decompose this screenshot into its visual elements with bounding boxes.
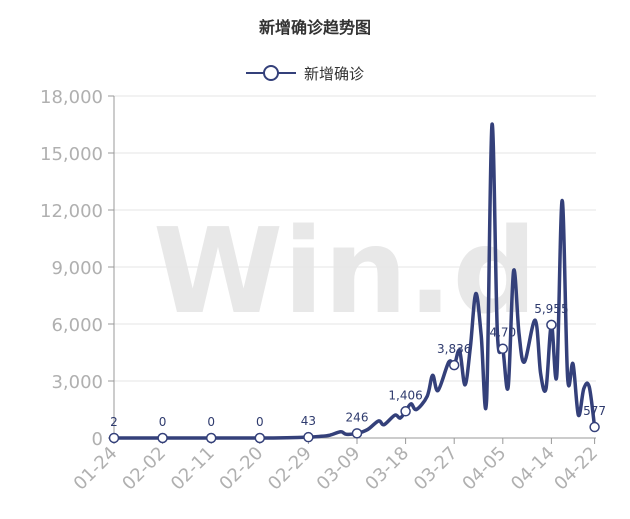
data-point-marker[interactable] <box>108 432 120 444</box>
x-axis: 01-2402-0202-1102-2002-2903-0903-1803-27… <box>70 437 602 495</box>
x-tick-label: 03-09 <box>313 443 365 495</box>
data-point-marker[interactable] <box>157 432 168 444</box>
data-label: 3,836 <box>437 342 471 356</box>
data-label: 4,70 <box>489 326 516 340</box>
x-tick-label: 02-02 <box>118 443 170 495</box>
data-point-marker[interactable] <box>400 406 411 417</box>
x-tick-label: 02-11 <box>167 443 219 495</box>
data-point-marker[interactable] <box>205 432 217 444</box>
y-tick-label: 15,000 <box>40 144 103 165</box>
legend[interactable]: 新增确诊 <box>246 65 364 83</box>
marker-group <box>108 319 600 444</box>
x-tick-label: 03-27 <box>410 443 462 495</box>
x-tick-label: 04-14 <box>507 443 559 495</box>
x-tick-label: 03-18 <box>361 443 413 495</box>
data-point-marker[interactable] <box>546 319 557 331</box>
data-point-marker[interactable] <box>303 431 314 443</box>
data-label: 0 <box>256 415 264 429</box>
x-tick-label: 04-22 <box>550 443 602 495</box>
data-label: 1,406 <box>388 388 422 402</box>
series-group <box>113 122 597 440</box>
y-tick-label: 0 <box>92 429 103 450</box>
series-line <box>113 122 597 440</box>
data-label: 0 <box>207 415 215 429</box>
data-label: 5,955 <box>534 302 568 316</box>
data-label: 2 <box>110 415 118 429</box>
data-point-marker[interactable] <box>448 359 460 371</box>
data-label: 577 <box>583 404 606 418</box>
data-point-marker[interactable] <box>254 432 266 444</box>
x-tick-label: 04-05 <box>458 443 510 495</box>
x-tick-label: 01-24 <box>70 443 122 495</box>
y-tick-label: 6,000 <box>51 315 103 336</box>
y-tick-label: 18,000 <box>40 87 103 108</box>
chart-title: 新增确诊趋势图 <box>259 18 371 37</box>
legend-label: 新增确诊 <box>304 65 364 83</box>
data-label: 0 <box>159 415 167 429</box>
legend-circle-marker <box>263 65 279 81</box>
grid <box>114 95 596 439</box>
x-tick-label: 02-29 <box>264 443 316 495</box>
data-label-group: 2 0 0 0 43 246 1,406 3,836 4,70 5,955 577 <box>110 302 606 429</box>
data-point-marker[interactable] <box>351 428 363 439</box>
x-tick-label: 02-20 <box>215 443 267 495</box>
y-tick-label: 9,000 <box>51 258 103 279</box>
y-tick-label: 3,000 <box>51 372 103 393</box>
y-axis: 0 3,000 6,000 9,000 12,000 15,000 18,000 <box>40 87 115 450</box>
data-label: 43 <box>301 414 316 428</box>
data-point-marker[interactable] <box>497 343 509 354</box>
y-tick-label: 12,000 <box>40 201 103 222</box>
data-point-marker[interactable] <box>589 421 600 433</box>
data-label: 246 <box>346 410 369 424</box>
